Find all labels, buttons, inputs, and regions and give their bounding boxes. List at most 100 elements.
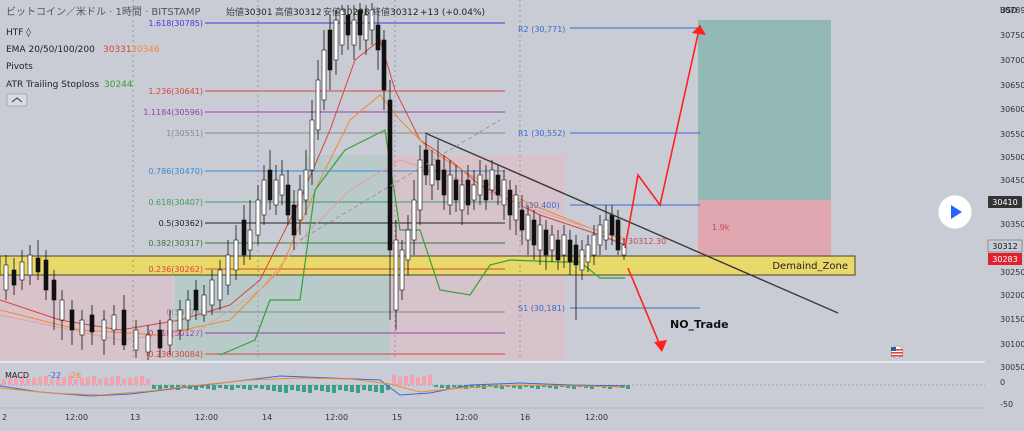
candle-body-21 [201, 294, 207, 316]
price-axis[interactable] [985, 0, 1024, 427]
candle-body-57 [429, 164, 435, 186]
ema-value1: 30331 [103, 45, 132, 55]
pivot-r2-label: R2 (30,771) [518, 25, 565, 34]
descending-trendline[interactable] [424, 132, 839, 314]
candle-body-65 [477, 174, 483, 196]
macd-bar-25 [152, 385, 156, 389]
macd-bar-98 [590, 385, 594, 389]
price-badge-pivot-text: 30410 [992, 198, 1017, 207]
time-tick-7: 12:00 [455, 413, 478, 422]
macd-bar-33 [200, 385, 204, 388]
macd-bar-75 [452, 385, 456, 387]
candle-body-46 [363, 14, 369, 41]
macd-bar-15 [92, 376, 96, 385]
price-tick-17: 0 [1000, 378, 1005, 387]
candle-body-40 [327, 29, 333, 71]
candle-body-16 [157, 329, 163, 349]
collapse-icon [11, 97, 23, 103]
candle-body-33 [285, 184, 291, 216]
candlesticks [3, 3, 627, 360]
candle-body-17 [167, 319, 173, 346]
macd-bar-12 [74, 379, 78, 385]
candle-body-80 [567, 239, 573, 263]
macd-label: MACD [5, 371, 29, 380]
candle-body-24 [225, 254, 231, 286]
candle-body-10 [89, 314, 95, 333]
price-badge-red [988, 253, 1022, 265]
candle-body-78 [555, 239, 561, 261]
macd-bar-40 [242, 385, 246, 389]
play-replay-button[interactable] [937, 194, 973, 230]
macd-bar-28 [170, 385, 174, 389]
candle-body-81 [573, 244, 579, 266]
macd-bar-23 [140, 376, 144, 385]
macd-bar-21 [128, 378, 132, 385]
candle-body-5 [43, 259, 49, 291]
pivots-label[interactable]: Pivots [6, 62, 33, 72]
candle-body-41 [333, 19, 339, 61]
macd-bar-42 [254, 385, 258, 388]
atr-value: 30244 [104, 80, 133, 90]
time-tick-3: 12:00 [195, 413, 218, 422]
candle-body-37 [309, 119, 315, 171]
pivot-p-label: P (30,400) [518, 201, 560, 210]
ema-label[interactable]: EMA 20/50/100/200 [6, 45, 95, 55]
macd-bar-50 [302, 385, 306, 392]
macd-bar-74 [446, 385, 450, 389]
macd-bar-79 [476, 385, 480, 388]
demand-zone[interactable] [0, 255, 856, 276]
us-flag-icon[interactable] [890, 345, 904, 359]
candle-body-36 [303, 169, 309, 201]
candle-body-30 [267, 169, 273, 201]
candle-body-7 [59, 299, 65, 321]
bullish-scenario-path [624, 24, 701, 249]
ema-50-line [0, 94, 626, 336]
fib-label-9: 0(30173) [166, 308, 203, 317]
stop-box [698, 200, 831, 258]
macd-bar-18 [110, 377, 114, 385]
candle-body-6 [51, 279, 57, 301]
macd-bar-88 [530, 385, 534, 388]
candle-body-70 [507, 189, 513, 216]
demand-zone-label: Demaind_Zone [772, 261, 848, 272]
macd-bar-56 [338, 385, 342, 390]
time-tick-0: 2 [2, 413, 7, 422]
macd-bar-52 [314, 385, 318, 390]
candle-body-0 [3, 264, 9, 291]
macd-bar-46 [278, 385, 282, 392]
candle-body-15 [145, 334, 151, 353]
macd-bar-63 [380, 385, 384, 393]
collapse-legend-button[interactable] [6, 93, 28, 107]
price-tick-3: 30650 [1000, 81, 1024, 90]
candle-body-69 [501, 179, 507, 206]
time-tick-9: 12:00 [585, 413, 608, 422]
macd-bar-26 [158, 385, 162, 390]
macd-bar-44 [266, 385, 270, 390]
risk-label: 1.9k [712, 223, 730, 232]
candle-body-3 [27, 254, 33, 276]
candle-body-26 [241, 219, 247, 256]
candle-body-19 [185, 299, 191, 321]
bearish-scenario-path [627, 267, 663, 351]
candle-body-20 [193, 289, 199, 311]
htf-label[interactable]: HTF ◊ [6, 27, 31, 38]
candle-body-35 [297, 189, 303, 221]
candle-body-54 [411, 199, 417, 241]
macd-bar-55 [332, 385, 336, 393]
candle-body-18 [177, 309, 183, 331]
macd-bar-13 [80, 378, 84, 385]
play-icon [951, 205, 962, 219]
macd-bar-72 [434, 385, 438, 387]
macd-bar-60 [362, 385, 366, 390]
candle-body-39 [321, 49, 327, 101]
atr-label[interactable]: ATR Trailing Stoploss [6, 80, 99, 90]
time-tick-6: 15 [392, 413, 402, 422]
macd-bar-85 [512, 385, 516, 388]
macd-histogram [2, 375, 630, 393]
fib-label-6: 0.5(30362) [159, 219, 203, 228]
fib-label-4: 0.786(30470) [148, 167, 203, 176]
candle-body-23 [217, 269, 223, 301]
macd-bar-58 [350, 385, 354, 392]
